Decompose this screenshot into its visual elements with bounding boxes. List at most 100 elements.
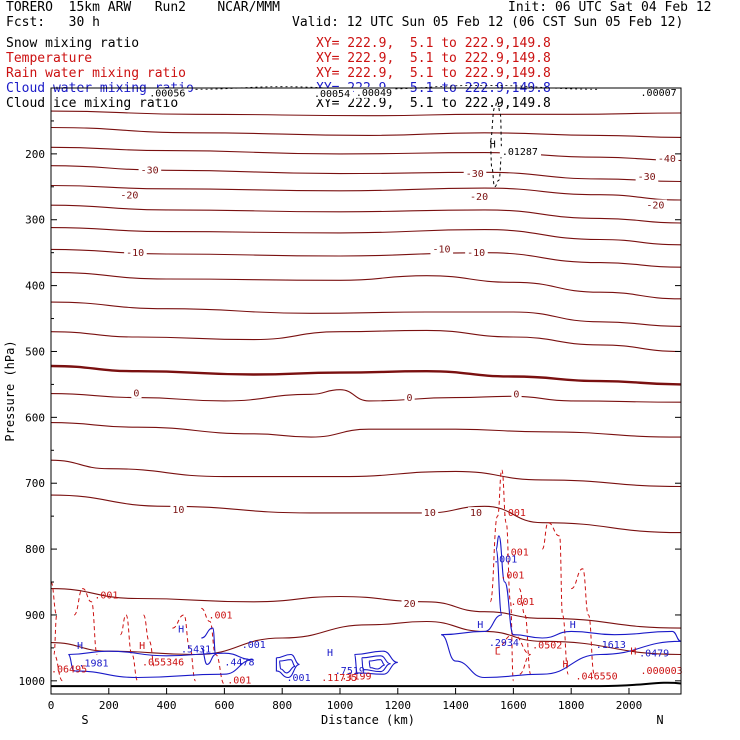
rain-contour bbox=[201, 607, 225, 685]
y-tick-label: 500 bbox=[25, 345, 45, 358]
plot-frame bbox=[50, 87, 682, 695]
temperature-contour-label-bg bbox=[430, 243, 454, 255]
temperature-contour bbox=[50, 364, 682, 386]
temperature-contour bbox=[50, 204, 682, 224]
ice-snow-contour-label-bg bbox=[311, 88, 354, 100]
y-axis-title: Pressure (hPa) bbox=[3, 340, 17, 441]
x-tick-label: 1400 bbox=[442, 699, 469, 712]
temperature-contour-label-bg bbox=[131, 387, 142, 399]
temperature-contour-label: -10 bbox=[126, 248, 144, 259]
temperature-contour bbox=[50, 389, 682, 403]
cloud-water-contour bbox=[275, 653, 300, 679]
high-marker: H bbox=[139, 641, 145, 652]
high-marker: H bbox=[563, 660, 569, 671]
ice-snow-contour-label-bg bbox=[499, 146, 542, 158]
snow-contour bbox=[195, 84, 601, 90]
rain-contour-label: .046550 bbox=[576, 672, 618, 683]
high-marker: H bbox=[477, 620, 483, 631]
x-tick-label: 1800 bbox=[558, 699, 585, 712]
temperature-contour-label-bg bbox=[138, 164, 162, 176]
header-forecast: Fcst: 30 h bbox=[6, 15, 100, 30]
temperature-contour bbox=[50, 459, 682, 488]
temperature-contour bbox=[50, 146, 682, 162]
temperature-contour bbox=[50, 620, 682, 656]
rain-contour-label: .0502 bbox=[532, 641, 562, 652]
header-model: TORERO 15km ARW Run2 NCAR/MMM bbox=[6, 0, 280, 15]
temperature-contour-label-bg bbox=[421, 507, 439, 519]
rain-contour bbox=[50, 581, 64, 682]
temperature-contour-label: 10 bbox=[470, 508, 482, 519]
high-marker: H bbox=[630, 646, 636, 657]
temperature-contour bbox=[50, 301, 682, 327]
x-axis-right-end: N bbox=[656, 713, 663, 727]
y-tick-label: 800 bbox=[25, 543, 45, 556]
x-tick-label: 1600 bbox=[500, 699, 527, 712]
temperature-contour-label-bg bbox=[635, 171, 659, 183]
rain-contour-label: .001 bbox=[227, 675, 251, 686]
temperature-contour-label: 0 bbox=[133, 388, 139, 399]
cloud-water-contour-label: .0479 bbox=[639, 648, 669, 659]
x-tick-label: 1000 bbox=[327, 699, 354, 712]
x-tick-label: 1200 bbox=[385, 699, 412, 712]
rain-contour bbox=[172, 614, 196, 682]
cloud-water-contour-label: .1613 bbox=[596, 640, 626, 651]
header-valid: Valid: 12 UTC Sun 05 Feb 12 (06 CST Sun … bbox=[292, 15, 684, 30]
temperature-contour-label-bg bbox=[118, 189, 141, 201]
temperature-contour bbox=[50, 422, 682, 438]
rain-contour-label: .1199 bbox=[341, 672, 371, 683]
ice-snow-contour-label-bg bbox=[147, 87, 189, 99]
temperature-contour bbox=[50, 227, 682, 246]
high-marker: H bbox=[490, 139, 496, 150]
rain-contour-label: .001 bbox=[500, 571, 524, 582]
cloud-water-contour bbox=[67, 650, 254, 679]
temperature-contour-label: -10 bbox=[467, 248, 485, 259]
temperature-contour bbox=[50, 329, 682, 353]
temperature-contour-label: -40 bbox=[658, 154, 676, 165]
x-tick-label: 2000 bbox=[616, 699, 643, 712]
rain-contour bbox=[489, 469, 514, 682]
rain-contour-label: .001 bbox=[209, 610, 233, 621]
temperature-contour-label: -20 bbox=[120, 191, 138, 202]
surface-line bbox=[51, 681, 682, 688]
cloud-water-contour-label: .4478 bbox=[224, 658, 254, 669]
high-marker: H bbox=[77, 641, 83, 652]
cloud-water-contour bbox=[200, 627, 217, 665]
rain-contour-label: .001 bbox=[94, 590, 118, 601]
temperature-contour-label: -10 bbox=[432, 245, 450, 256]
rain-contour-label: .001 bbox=[510, 597, 534, 608]
rain-contour-label: .055346 bbox=[142, 658, 184, 669]
y-tick-label: 300 bbox=[25, 214, 45, 227]
x-axis-title: Distance (km) bbox=[321, 713, 415, 727]
cloud-water-contour-label: .7519 bbox=[335, 666, 365, 677]
cloud-water-contour-label: .001 bbox=[242, 640, 266, 651]
legend-rain-xy: XY= 222.9, 5.1 to 222.9,149.8 bbox=[316, 66, 551, 81]
cloud-water-contour-label: .001 bbox=[493, 554, 517, 565]
x-tick-label: 800 bbox=[272, 699, 292, 712]
legend-temperature-name: Temperature bbox=[6, 51, 93, 66]
temperature-contour-label-bg bbox=[170, 503, 187, 515]
cloud-water-contour-label: .5431 bbox=[181, 645, 211, 656]
temperature-contour bbox=[50, 494, 682, 534]
temperature-contour-label: -30 bbox=[466, 169, 484, 180]
rain-contour-label: .11735 bbox=[321, 673, 357, 684]
y-tick-label: 900 bbox=[25, 609, 45, 622]
temperature-contour-label-bg bbox=[511, 388, 522, 400]
legend-snow-name: Snow mixing ratio bbox=[6, 36, 140, 51]
cloud-water-contour bbox=[368, 659, 385, 670]
temperature-contour-label: 0 bbox=[513, 390, 519, 401]
x-tick-label: 400 bbox=[157, 699, 177, 712]
ice-snow-contour-label-bg bbox=[638, 86, 680, 98]
legend-cloud-ice-name: Cloud ice mixing ratio bbox=[6, 96, 179, 111]
ice-snow-contour-label-bg bbox=[353, 86, 396, 98]
rain-contour bbox=[73, 588, 98, 655]
temperature-contour bbox=[50, 165, 682, 183]
temperature-contour-label: 20 bbox=[404, 599, 416, 610]
temperature-contour-label: 10 bbox=[424, 508, 436, 519]
legend-rain-name: Rain water mixing ratio bbox=[6, 66, 187, 81]
temperature-contour-label-bg bbox=[401, 598, 418, 610]
cloud-ice-contour bbox=[489, 100, 503, 188]
rain-contour-label: .001 bbox=[502, 508, 526, 519]
high-marker: H bbox=[178, 625, 184, 636]
rain-contour bbox=[541, 522, 569, 675]
